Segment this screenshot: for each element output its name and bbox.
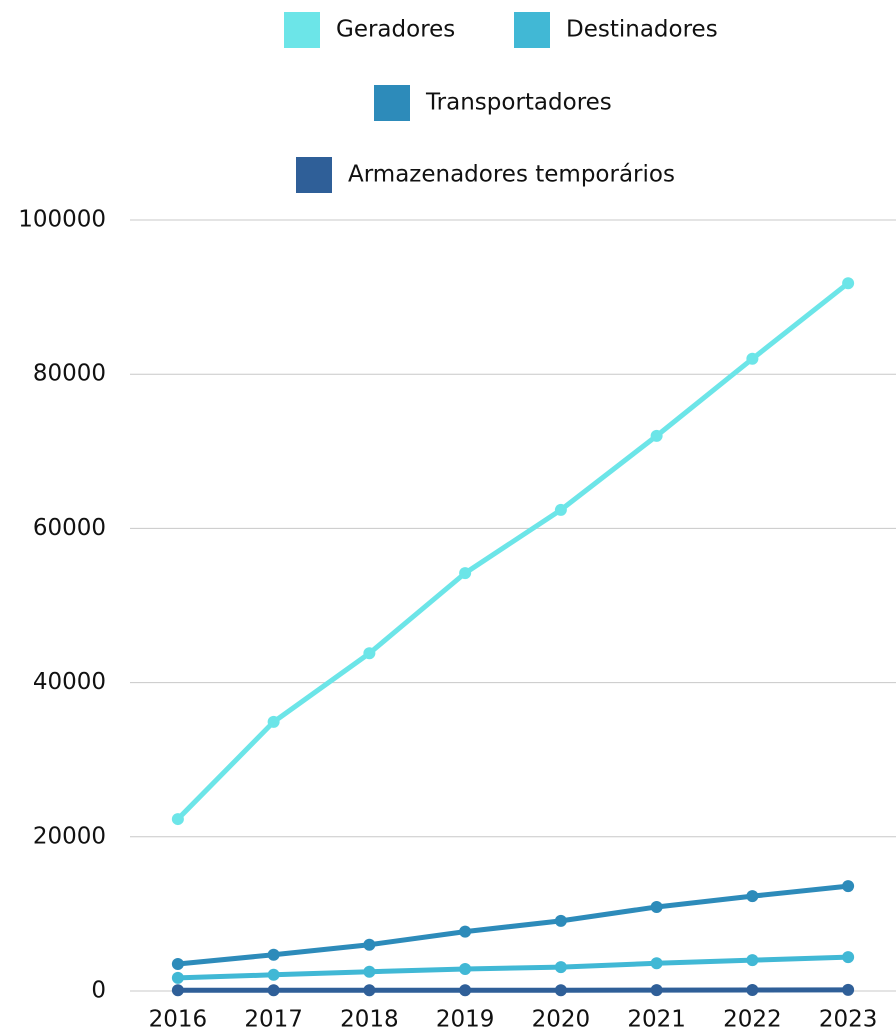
data-point [650,900,663,913]
x-tick-label: 2017 [244,1007,303,1033]
y-tick-label: 100000 [18,207,106,233]
data-point [842,880,855,893]
legend-swatch [284,12,320,48]
legend-label: Transportadores [425,90,612,116]
data-point [171,984,184,997]
legend-swatch [514,12,550,48]
data-point [746,890,759,903]
legend-swatch [374,85,410,121]
data-point [554,503,567,516]
data-point [363,938,376,951]
data-point [363,647,376,660]
data-point [842,277,855,290]
data-point [650,984,663,997]
series-line [177,883,849,967]
data-point [842,951,855,964]
data-point [746,983,759,996]
data-point [554,984,567,997]
data-point [267,968,280,981]
x-tick-label: 2022 [723,1007,782,1033]
y-tick-label: 60000 [33,515,106,541]
data-point [842,983,855,996]
x-tick-label: 2020 [532,1007,591,1033]
x-tick-label: 2021 [627,1007,686,1033]
data-point [363,984,376,997]
data-point [171,813,184,826]
legend-swatch [296,157,332,193]
data-point [459,984,472,997]
legend-label: Geradores [336,17,455,43]
data-point [363,965,376,978]
data-point [267,984,280,997]
data-point [459,925,472,938]
data-point [267,715,280,728]
legend-label: Armazenadores temporários [348,162,675,188]
data-point [459,567,472,580]
data-point [650,957,663,970]
data-point [267,948,280,961]
data-point [746,954,759,967]
y-tick-label: 20000 [33,823,106,849]
data-point [554,961,567,974]
x-tick-label: 2016 [149,1007,208,1033]
series-line [177,954,849,981]
data-point [171,971,184,984]
y-tick-label: 40000 [33,669,106,695]
x-tick-label: 2023 [819,1007,878,1033]
data-point [746,352,759,365]
data-point [650,429,663,442]
data-point [554,914,567,927]
y-tick-label: 80000 [33,361,106,387]
data-point [171,958,184,971]
x-tick-label: 2018 [340,1007,399,1033]
data-point [459,963,472,976]
y-tick-label: 0 [91,978,106,1004]
legend-label: Destinadores [566,17,718,43]
x-tick-label: 2019 [436,1007,495,1033]
series-line [176,281,850,821]
